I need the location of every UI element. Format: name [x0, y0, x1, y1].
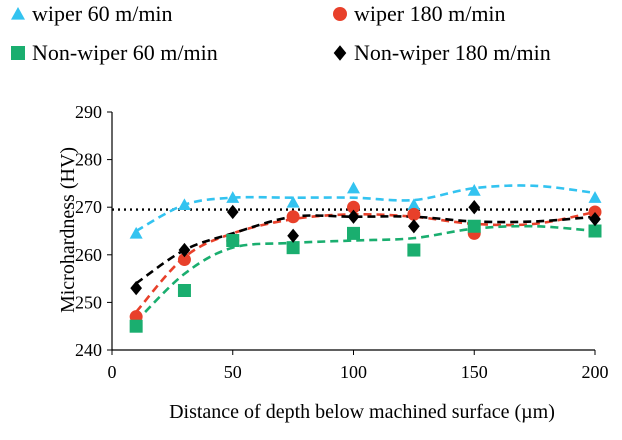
trend-line	[135, 224, 596, 323]
trend-line	[135, 184, 596, 233]
legend-label: wiper 60 m/min	[32, 1, 173, 26]
x-tick-label: 0	[108, 362, 117, 382]
data-point	[178, 242, 191, 258]
data-point	[347, 200, 360, 214]
y-tick-label: 250	[75, 292, 102, 312]
y-tick-label: 290	[75, 102, 102, 122]
data-point	[407, 198, 421, 211]
data-point	[468, 200, 481, 215]
data-point	[286, 241, 300, 255]
data-point	[177, 198, 191, 211]
legend-marker	[333, 45, 347, 61]
data-point	[130, 280, 142, 296]
legend-label: Non-wiper 60 m/min	[32, 40, 218, 65]
data-point	[286, 210, 300, 224]
data-point	[588, 224, 602, 238]
data-point	[407, 207, 421, 221]
x-tick-label: 100	[340, 362, 367, 382]
data-point	[408, 219, 420, 234]
legend: wiper 60 m/min wiper 180 m/min Non-wiper 6…	[11, 1, 551, 65]
x-tick-label: 50	[224, 362, 242, 382]
y-tick-label: 260	[75, 245, 102, 265]
data-point	[226, 204, 239, 220]
legend-marker	[333, 7, 347, 21]
data-point	[226, 191, 240, 203]
trend-line	[135, 214, 596, 285]
data-point	[226, 234, 240, 248]
legend-label: wiper 180 m/min	[354, 1, 506, 26]
data-point	[589, 211, 601, 227]
data-point	[347, 226, 360, 240]
data-point	[588, 191, 602, 203]
data-point	[347, 209, 360, 224]
legend-label: Non-wiper 180 m/min	[354, 40, 551, 65]
y-tick-label: 240	[75, 340, 102, 360]
data-point	[286, 195, 300, 208]
data-point	[467, 219, 481, 233]
data-point	[129, 319, 143, 333]
data-point	[467, 184, 481, 196]
legend-marker	[11, 7, 25, 20]
data-point	[407, 243, 421, 257]
x-tick-label: 200	[582, 362, 609, 382]
x-tick-label: 150	[461, 362, 488, 382]
data-point	[129, 226, 143, 239]
legend-marker	[11, 46, 25, 60]
x-axis-label: Distance of depth below machined surface…	[169, 401, 555, 423]
data-point	[287, 228, 299, 243]
y-axis-label: Microhardness (HV)	[57, 147, 79, 313]
y-tick-label: 280	[75, 150, 102, 170]
data-point	[347, 181, 360, 194]
plot-area: 240 250 260 270 280 290 0 50 100 150 200	[75, 102, 609, 382]
data-point	[177, 253, 191, 267]
data-point	[177, 284, 191, 297]
y-tick-label: 270	[75, 197, 102, 217]
